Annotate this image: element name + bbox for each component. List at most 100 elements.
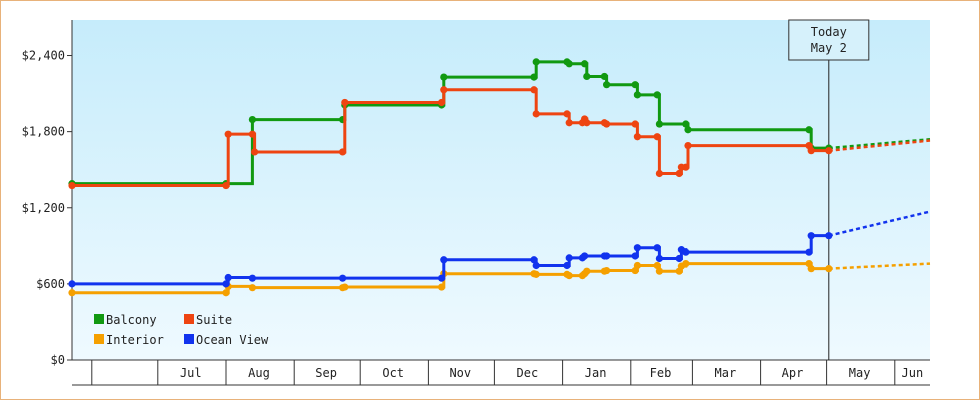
data-point-suite <box>603 120 611 128</box>
data-point-suite <box>684 141 692 150</box>
x-axis: Jul Aug Sep Oct Nov Dec Jan Feb Mar Apr May Jun <box>72 359 930 386</box>
legend-swatch-balcony <box>94 314 104 324</box>
data-point-suite <box>633 133 642 141</box>
data-point-suite <box>248 130 256 138</box>
data-point-ocean-view <box>339 274 347 282</box>
projection-line-interior <box>828 262 931 270</box>
data-point-suite <box>339 148 347 156</box>
month-label: Jun <box>902 366 924 380</box>
data-point-suite <box>68 181 76 190</box>
data-point-ocean-view <box>655 254 664 263</box>
legend-swatch-interior <box>94 334 104 344</box>
legend: Balcony Suite Interior Ocean View <box>94 313 269 347</box>
today-date-label: May 2 <box>811 41 847 55</box>
data-point-balcony <box>565 60 573 68</box>
projection-line-ocean-view <box>828 210 931 237</box>
data-point-balcony <box>248 115 256 124</box>
data-point-ocean-view <box>633 244 642 252</box>
data-point-balcony <box>581 60 589 68</box>
month-label: Jul <box>180 366 202 380</box>
data-point-balcony <box>530 73 538 81</box>
data-point-ocean-view <box>248 274 256 282</box>
data-point-suite <box>565 119 573 127</box>
data-point-interior <box>565 272 573 280</box>
data-point-interior <box>583 267 591 275</box>
y-tick-label: $1,200 <box>22 201 65 215</box>
data-point-balcony <box>532 58 540 66</box>
data-point-ocean-view <box>222 280 230 288</box>
today-marker: Today May 2 <box>788 19 870 360</box>
data-point-suite <box>224 130 232 138</box>
month-label: Dec <box>517 366 539 380</box>
data-point-suite <box>222 181 230 190</box>
data-point-ocean-view <box>807 232 815 240</box>
data-point-ocean-view <box>565 254 573 262</box>
data-point-interior <box>633 261 642 270</box>
data-point-ocean-view <box>682 248 690 256</box>
data-point-balcony <box>684 126 692 134</box>
month-label: Jan <box>585 366 607 380</box>
data-point-interior <box>653 261 661 270</box>
series-ocean-view <box>68 210 931 288</box>
data-point-balcony <box>682 120 690 128</box>
month-label: Nov <box>449 366 471 380</box>
data-point-balcony <box>631 81 639 89</box>
data-point-interior <box>68 289 76 297</box>
data-point-suite <box>532 110 540 118</box>
data-point-ocean-view <box>530 256 538 264</box>
data-point-suite <box>251 148 259 156</box>
data-point-suite <box>675 169 683 178</box>
data-point-suite <box>438 98 446 107</box>
series-interior <box>68 259 931 297</box>
data-point-suite <box>530 86 538 94</box>
data-point-ocean-view <box>224 273 232 282</box>
data-point-ocean-view <box>675 254 683 263</box>
data-point-suite <box>655 169 664 178</box>
data-point-balcony <box>653 91 661 99</box>
data-point-suite <box>807 147 815 155</box>
month-label: Mar <box>715 366 737 380</box>
data-point-suite <box>653 133 661 141</box>
data-point-suite <box>440 86 448 94</box>
series-group <box>68 58 931 297</box>
data-point-balcony <box>655 120 664 128</box>
data-point-suite <box>341 98 349 107</box>
data-point-ocean-view <box>805 248 813 256</box>
data-point-ocean-view <box>438 274 446 282</box>
plot-background <box>72 20 930 360</box>
data-point-ocean-view <box>68 280 76 288</box>
today-label: Today <box>811 25 847 39</box>
data-point-balcony <box>633 91 642 99</box>
data-point-balcony <box>805 126 813 134</box>
projection-line-suite <box>828 139 931 152</box>
legend-swatch-ocean-view <box>184 334 194 344</box>
y-tick-label: $600 <box>36 277 65 291</box>
projection-line-balcony <box>828 138 931 150</box>
data-point-interior <box>222 289 230 297</box>
data-point-suite <box>631 120 639 128</box>
month-label: Feb <box>650 366 672 380</box>
month-label: Aug <box>248 366 270 380</box>
data-point-balcony <box>583 72 591 81</box>
data-point-ocean-view <box>603 252 611 260</box>
legend-label-suite: Suite <box>196 313 232 327</box>
data-point-suite <box>583 119 591 127</box>
data-point-suite <box>563 110 571 118</box>
data-point-ocean-view <box>563 261 571 270</box>
data-point-interior <box>438 283 446 291</box>
data-point-ocean-view <box>631 252 639 260</box>
data-point-balcony <box>600 72 609 81</box>
legend-swatch-suite <box>184 314 194 324</box>
data-point-interior <box>807 265 815 273</box>
legend-label-interior: Interior <box>106 333 164 347</box>
series-suite <box>68 86 931 190</box>
data-point-ocean-view <box>653 244 661 252</box>
data-point-ocean-view <box>532 261 540 270</box>
month-label: Sep <box>315 366 337 380</box>
data-point-ocean-view <box>440 256 448 264</box>
y-tick-label: $1,800 <box>22 125 65 139</box>
today-box <box>788 19 870 61</box>
data-point-balcony <box>440 73 448 81</box>
y-tick-label: $2,400 <box>22 49 65 63</box>
